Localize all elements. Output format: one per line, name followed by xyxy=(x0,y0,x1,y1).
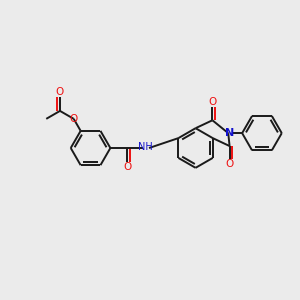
Text: O: O xyxy=(226,159,234,169)
Text: N: N xyxy=(225,128,234,138)
Text: O: O xyxy=(56,87,64,97)
Text: O: O xyxy=(70,114,78,124)
Text: NH: NH xyxy=(138,142,152,152)
Text: O: O xyxy=(123,162,131,172)
Text: O: O xyxy=(208,98,217,107)
